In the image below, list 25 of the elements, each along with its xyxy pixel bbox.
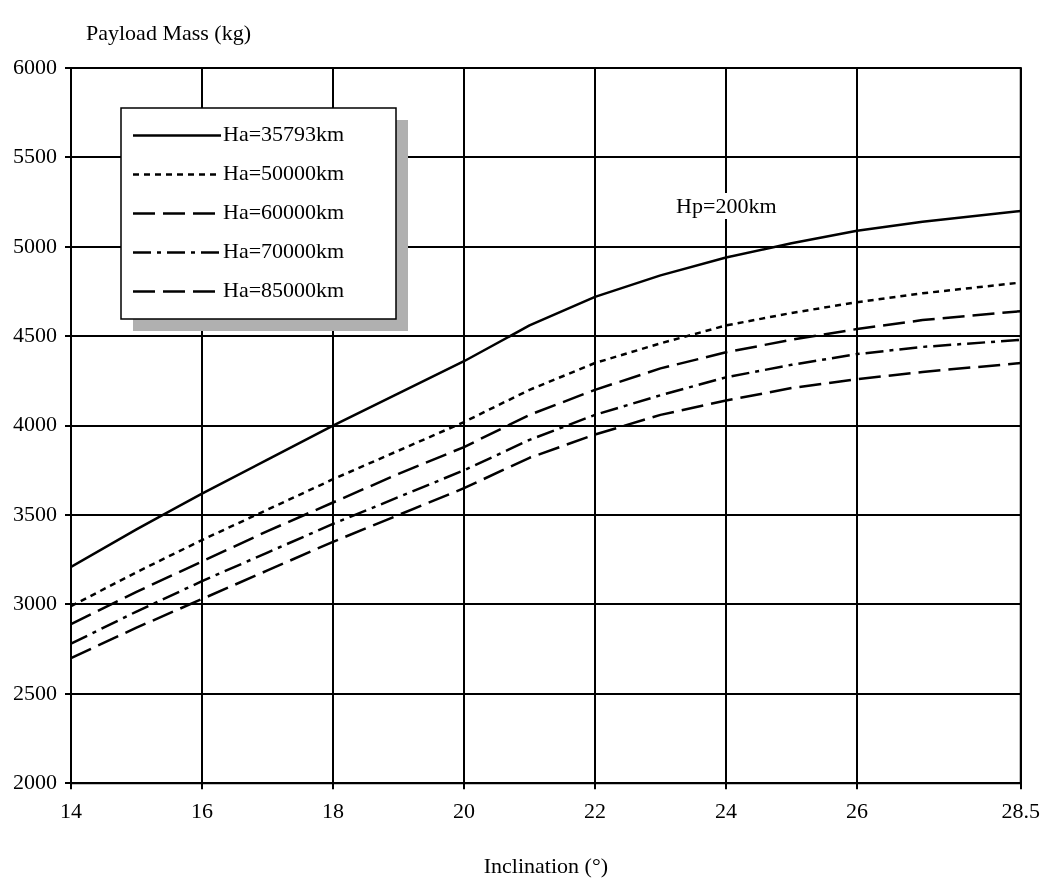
legend-label: Ha=60000km <box>223 199 345 225</box>
x-axis-title: Inclination (°) <box>483 852 609 878</box>
x-tick-label: 28.5 <box>1001 798 1040 824</box>
y-tick-label: 2000 <box>13 768 57 794</box>
y-tick-label: 3000 <box>13 590 57 616</box>
x-tick-label: 22 <box>584 798 606 824</box>
y-tick-label: 5500 <box>13 143 57 169</box>
y-tick-label: 6000 <box>13 53 57 79</box>
annotation: Hp=200km <box>676 193 777 218</box>
x-tick-label: 16 <box>191 798 213 824</box>
x-tick-label: 14 <box>60 798 82 824</box>
x-tick-label: 18 <box>322 798 344 824</box>
x-tick-label: 24 <box>715 798 737 824</box>
legend-label: Ha=50000km <box>223 160 345 186</box>
y-tick-label: 4500 <box>13 321 57 347</box>
y-tick-label: 5000 <box>13 232 57 258</box>
legend-label: Ha=35793km <box>223 121 345 147</box>
legend-label: Ha=70000km <box>223 238 345 264</box>
y-tick-label: 4000 <box>13 411 57 437</box>
y-axis-title: Payload Mass (kg) <box>86 20 251 45</box>
y-tick-label: 3500 <box>13 500 57 526</box>
x-tick-label: 20 <box>453 798 475 824</box>
y-tick-label: 2500 <box>13 679 57 705</box>
x-tick-label: 26 <box>846 798 868 824</box>
legend-label: Ha=85000km <box>223 277 345 303</box>
